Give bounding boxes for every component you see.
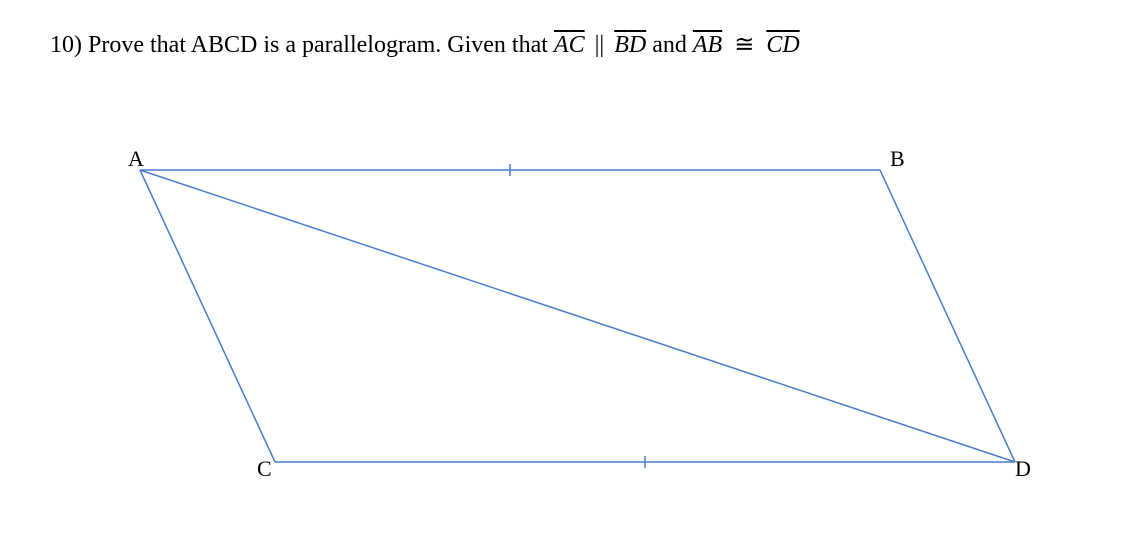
geometry-diagram: A B C D <box>120 140 1040 520</box>
vertex-label-b: B <box>890 146 905 171</box>
segment-ac: AC <box>554 32 585 59</box>
text-and: and <box>652 32 687 58</box>
vertex-label-d: D <box>1015 456 1031 481</box>
vertex-label-a: A <box>128 146 144 171</box>
vertex-label-c: C <box>257 456 272 481</box>
segment-ab: AB <box>693 32 722 59</box>
problem-prefix: Prove that ABCD is a parallelogram. Give… <box>88 32 548 58</box>
edge-ac <box>140 170 275 462</box>
problem-number: 10) <box>50 32 82 58</box>
parallel-symbol: || <box>591 32 609 59</box>
diagram-svg: A B C D <box>120 140 1040 520</box>
edge-bd <box>880 170 1015 462</box>
segment-cd: CD <box>766 32 799 59</box>
problem-statement: 10) Prove that ABCD is a parallelogram. … <box>50 30 800 59</box>
congruent-symbol: ≅ <box>728 30 760 59</box>
edge-ad <box>140 170 1015 462</box>
segment-bd: BD <box>614 32 646 59</box>
